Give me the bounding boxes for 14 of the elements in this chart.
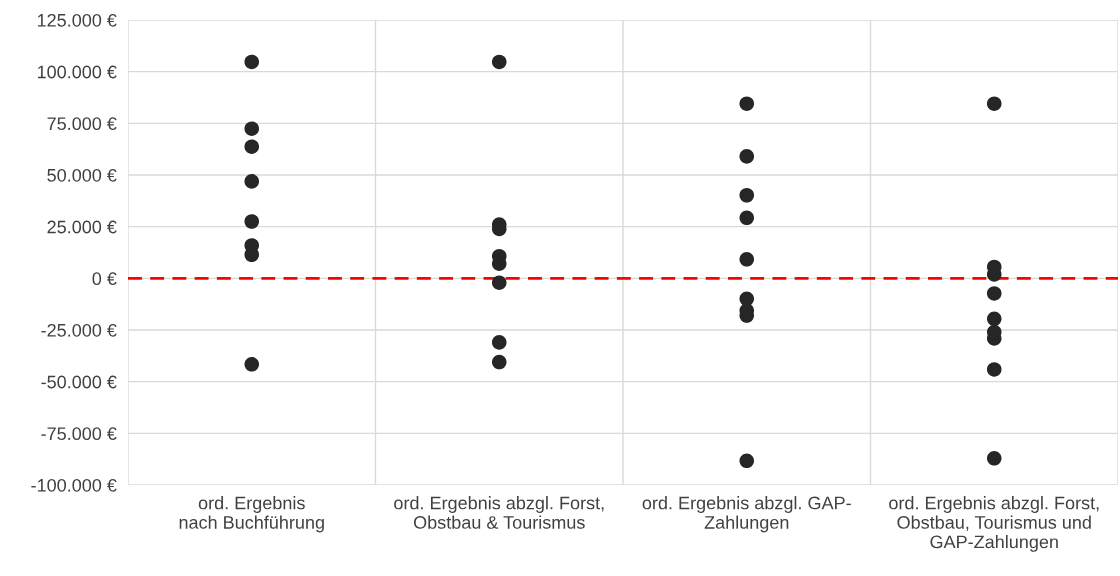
- y-tick-label: 0 €: [92, 272, 117, 286]
- x-tick-label: ord. Ergebnis nach Buchführung: [179, 496, 324, 533]
- x-tick-label: ord. Ergebnis abzgl. GAP- Zahlungen: [642, 496, 851, 533]
- y-tick-label: 50.000 €: [47, 168, 117, 182]
- y-tick-label: 100.000 €: [37, 65, 117, 79]
- y-tick-label: -100.000 €: [31, 478, 117, 492]
- y-tick-label: -25.000 €: [41, 323, 117, 337]
- x-tick-label: ord. Ergebnis abzgl. Forst, Obstbau, Tourismus und GAP-Zahlungen: [889, 496, 1099, 552]
- y-tick-label: 25.000 €: [47, 220, 117, 234]
- y-tick-label: 125.000 €: [37, 13, 117, 27]
- y-tick-label: 75.000 €: [47, 117, 117, 131]
- x-tick-label: ord. Ergebnis abzgl. Forst, Obstbau & Tourismus: [394, 496, 604, 529]
- y-tick-label: -75.000 €: [41, 427, 117, 441]
- y-tick-label: -50.000 €: [41, 375, 117, 389]
